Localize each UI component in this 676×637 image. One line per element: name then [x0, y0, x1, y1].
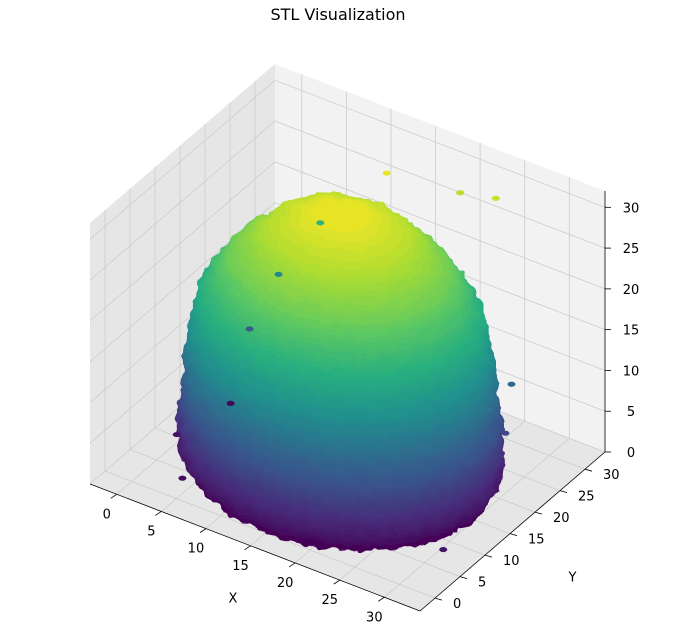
axis-lines	[89, 191, 606, 612]
y-tick-label: 15	[528, 533, 545, 548]
tick-labels: 0 5 10 15 20 25 30 0 5 10 15 20 25 30 0 5 10 15 20 25 30	[103, 201, 640, 625]
z-grid-line	[89, 79, 606, 240]
y-axis-label: Y	[568, 571, 577, 586]
surface-fragment	[382, 170, 391, 176]
surface-mesh	[172, 170, 516, 553]
z-tick-label: 15	[623, 324, 640, 339]
surface-fragment	[439, 546, 448, 553]
surface-fragment	[507, 381, 516, 387]
surface-fragment	[456, 190, 465, 196]
y-tick	[509, 533, 518, 537]
z-tick-label: 25	[623, 242, 640, 257]
z-tick-label: 5	[627, 405, 635, 420]
surface-fragment	[316, 220, 325, 226]
y-tick	[434, 597, 443, 601]
y-tick-label: 30	[603, 468, 620, 483]
y-tick-label: 20	[553, 511, 570, 526]
y-tick	[459, 576, 468, 580]
x-tick	[378, 596, 385, 602]
y-tick-label: 0	[453, 597, 461, 612]
z-grid-line	[89, 120, 606, 281]
z-grid-line	[89, 161, 606, 322]
surface-fragment	[172, 431, 181, 438]
x-tick-label: 20	[277, 576, 294, 591]
x-axis-label: X	[229, 592, 238, 607]
z-grid-line	[89, 202, 606, 362]
y-tick	[484, 554, 493, 558]
z-tick-label: 10	[623, 364, 640, 379]
surface-body	[176, 193, 505, 552]
x-tick	[110, 493, 117, 499]
x-tick-label: 10	[188, 542, 205, 557]
left-pane	[90, 64, 275, 484]
surface-fragment	[485, 406, 494, 412]
surface-fragment	[491, 195, 500, 201]
y-tick-label: 25	[578, 490, 595, 505]
x-axis-line	[89, 483, 421, 612]
y-tick	[584, 468, 593, 472]
x-tick	[244, 545, 251, 551]
x-tick	[288, 562, 296, 568]
surface-fragment	[501, 430, 510, 436]
surface-fragment	[393, 525, 402, 531]
z-tick-label: 30	[623, 201, 640, 216]
chart-title: STL Visualization	[270, 5, 406, 24]
y-axis-line	[419, 451, 606, 612]
surface-fragment	[274, 271, 283, 277]
x-tick-label: 0	[103, 507, 111, 522]
surface-fragment	[178, 475, 187, 481]
x-tick	[155, 511, 162, 516]
y-tick	[559, 490, 568, 494]
y-tick-label: 10	[503, 554, 520, 569]
x-tick-label: 30	[366, 610, 383, 625]
z-tick-label: 20	[623, 283, 640, 298]
x-tick-label: 25	[321, 593, 338, 608]
surface-fragment	[245, 326, 254, 332]
x-tick-label: 5	[147, 524, 155, 539]
y-tick	[534, 511, 543, 515]
y-tick-label: 5	[478, 576, 486, 591]
x-tick-label: 15	[232, 559, 249, 574]
surface-layer	[309, 198, 372, 233]
x-tick	[333, 579, 340, 585]
surface-fragment	[226, 400, 235, 407]
z-tick-label: 0	[627, 446, 635, 461]
x-tick	[199, 528, 207, 533]
